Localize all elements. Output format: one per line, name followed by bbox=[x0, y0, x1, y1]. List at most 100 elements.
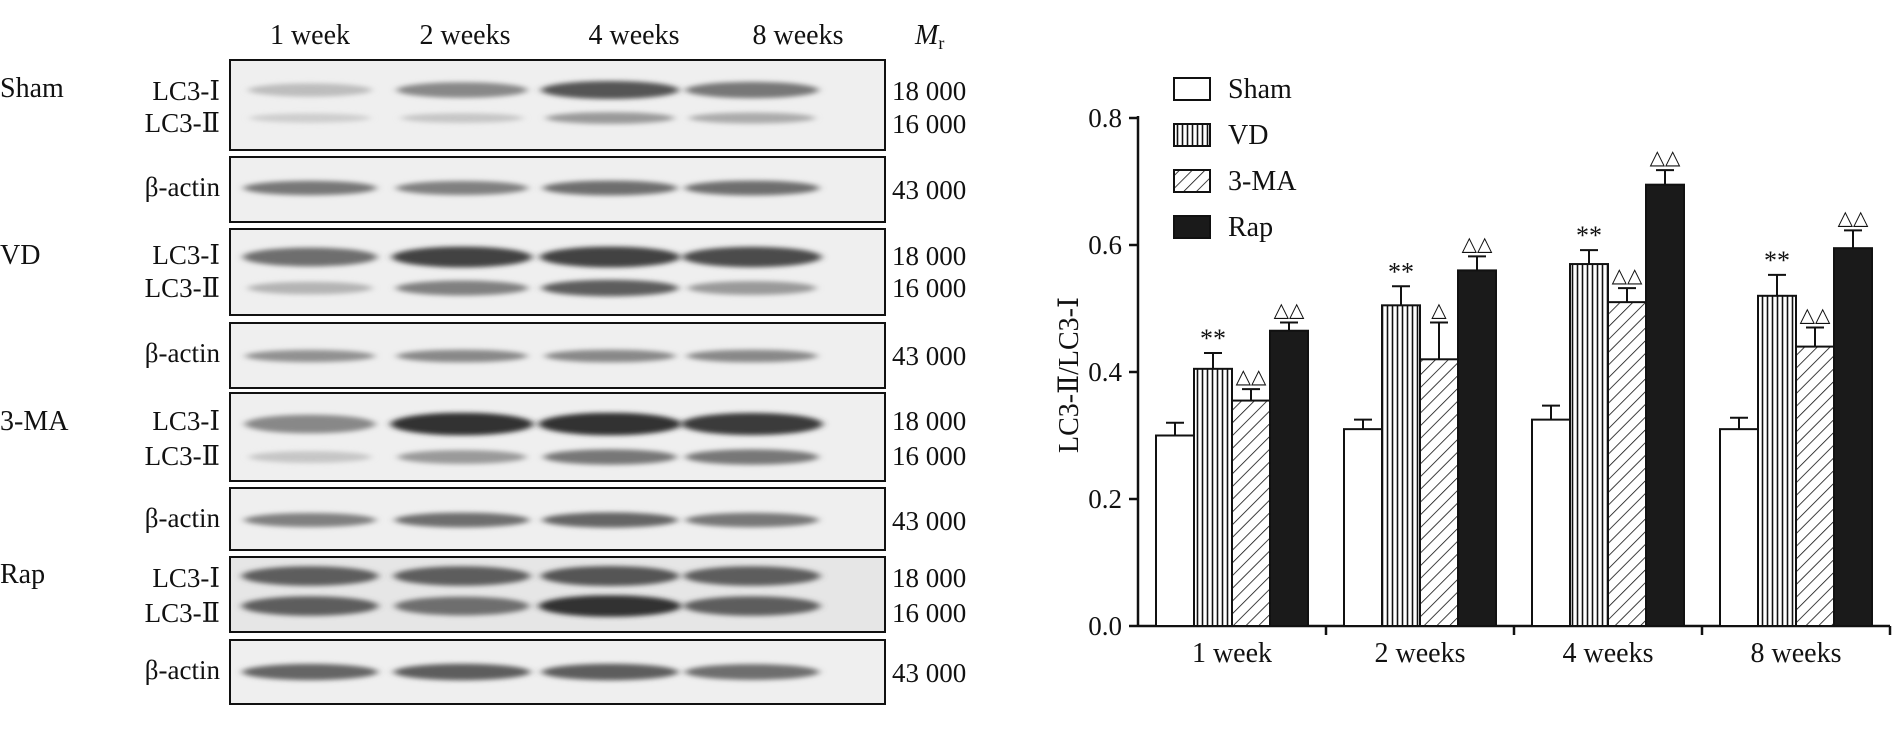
bar bbox=[1457, 269, 1497, 627]
mr-header-sub: r bbox=[938, 33, 944, 53]
blot-band bbox=[543, 449, 677, 465]
blot-band bbox=[545, 112, 675, 124]
y-tick-label: 0.4 bbox=[1088, 357, 1122, 387]
blot-group-vd: VD LC3-Ⅰ LC3-Ⅱ 18 000 16 000 β-actin 43 … bbox=[0, 228, 966, 389]
mr-header-main: M bbox=[914, 20, 940, 51]
beta-actin-label: β-actin bbox=[145, 172, 221, 202]
lc3-i-label: LC3-Ⅰ bbox=[152, 76, 220, 106]
bar bbox=[1645, 183, 1685, 628]
bar bbox=[1833, 247, 1873, 628]
mr-value: 16 000 bbox=[892, 273, 966, 303]
group-label: 3-MA bbox=[0, 406, 69, 437]
bar-series-sham bbox=[1155, 404, 1759, 627]
blot-band bbox=[243, 180, 377, 196]
blot-band bbox=[390, 412, 534, 436]
significance-mark: △△ bbox=[1462, 233, 1493, 255]
blot-band bbox=[248, 451, 372, 463]
bar bbox=[1757, 294, 1797, 627]
blot-band bbox=[686, 349, 818, 363]
blot-band bbox=[247, 281, 373, 295]
mr-value: 16 000 bbox=[892, 598, 966, 628]
week-header-label: 8 weeks bbox=[753, 20, 844, 51]
blot-group-3ma: 3-MA LC3-Ⅰ LC3-Ⅱ 18 000 16 000 β-actin 4… bbox=[0, 392, 966, 551]
week-header-label: 1 week bbox=[270, 20, 350, 51]
week-header-row: 1 week 2 weeks 4 weeks 8 weeks Mr bbox=[270, 20, 944, 53]
mr-value: 18 000 bbox=[892, 406, 966, 436]
blot-band bbox=[242, 247, 378, 267]
lc3-i-label: LC3-Ⅰ bbox=[152, 240, 220, 270]
blot-band bbox=[244, 414, 376, 434]
significance-mark: △△ bbox=[1274, 299, 1305, 321]
blot-band bbox=[685, 449, 819, 465]
blot-band bbox=[689, 112, 815, 124]
mr-value: 43 000 bbox=[892, 341, 966, 371]
x-tick-label: 8 weeks bbox=[1751, 638, 1842, 669]
x-tick-label: 1 week bbox=[1192, 638, 1272, 669]
significance-mark: △△ bbox=[1800, 305, 1831, 327]
bar bbox=[1269, 329, 1309, 627]
significance-mark: ** bbox=[1764, 246, 1790, 275]
blot-band bbox=[393, 663, 531, 681]
bar-series-rap: △△ △△ △△ △△ bbox=[1269, 147, 1873, 628]
bar bbox=[1569, 263, 1609, 627]
x-tick-label: 4 weeks bbox=[1563, 638, 1654, 669]
blot-band bbox=[541, 663, 679, 681]
blot-band bbox=[687, 281, 817, 295]
y-tick-label: 0.0 bbox=[1088, 611, 1122, 641]
blot-band bbox=[682, 246, 822, 268]
blot-band bbox=[396, 181, 528, 195]
legend-label: VD bbox=[1228, 120, 1268, 151]
significance-mark: △△ bbox=[1236, 366, 1267, 388]
blot-band bbox=[396, 349, 528, 363]
y-tick-label: 0.2 bbox=[1088, 484, 1122, 514]
legend: Sham VD 3-MA Rap bbox=[1173, 74, 1297, 243]
x-tick-label: 2 weeks bbox=[1375, 638, 1466, 669]
significance-mark: △△ bbox=[1838, 207, 1869, 229]
blot-band bbox=[241, 596, 379, 616]
lc3-i-label: LC3-Ⅰ bbox=[152, 406, 220, 436]
bar bbox=[1419, 358, 1459, 627]
significance-mark: △ bbox=[1431, 299, 1447, 321]
week-header-label: 2 weeks bbox=[420, 20, 511, 51]
blot-band bbox=[241, 566, 379, 586]
beta-actin-label: β-actin bbox=[145, 503, 221, 533]
blot-band bbox=[242, 663, 378, 681]
legend-swatch bbox=[1173, 215, 1211, 239]
blot-band bbox=[541, 81, 679, 99]
legend-label: 3-MA bbox=[1228, 166, 1297, 197]
blot-band bbox=[538, 595, 682, 617]
blot-band bbox=[542, 180, 678, 196]
bar bbox=[1381, 304, 1421, 627]
lc3-i-label: LC3-Ⅰ bbox=[152, 563, 220, 593]
bar-series-3ma: △△△△△△△ bbox=[1231, 265, 1835, 628]
blot-band bbox=[683, 566, 821, 586]
blot-band bbox=[244, 513, 376, 527]
blot-band bbox=[397, 450, 527, 464]
bar bbox=[1795, 345, 1835, 627]
legend-swatch bbox=[1173, 77, 1211, 101]
blot-band bbox=[396, 82, 528, 98]
blot-band bbox=[393, 566, 531, 586]
blot-band bbox=[685, 512, 819, 528]
mr-value: 18 000 bbox=[892, 563, 966, 593]
lc3-ii-label: LC3-Ⅱ bbox=[145, 273, 220, 303]
significance-mark: ** bbox=[1388, 257, 1414, 286]
mr-value: 16 000 bbox=[892, 109, 966, 139]
blot-band bbox=[541, 279, 679, 297]
blot-band bbox=[539, 246, 681, 268]
blot-membrane bbox=[229, 59, 886, 151]
y-axis-label: LC3-Ⅱ/LC3-Ⅰ bbox=[1054, 297, 1085, 453]
blot-band bbox=[245, 349, 375, 363]
blot-band bbox=[683, 596, 821, 616]
blot-band bbox=[541, 566, 679, 586]
bar bbox=[1531, 418, 1571, 627]
blot-band bbox=[538, 412, 682, 436]
significance-mark: ** bbox=[1200, 324, 1226, 353]
x-axis: 1 week 2 weeks 4 weeks 8 weeks bbox=[1138, 624, 1892, 669]
mr-value: 43 000 bbox=[892, 506, 966, 536]
beta-actin-label: β-actin bbox=[145, 338, 221, 368]
legend-label: Sham bbox=[1228, 74, 1292, 105]
y-tick-label: 0.8 bbox=[1088, 103, 1122, 133]
blot-band bbox=[249, 113, 371, 123]
legend-swatch bbox=[1173, 123, 1211, 147]
